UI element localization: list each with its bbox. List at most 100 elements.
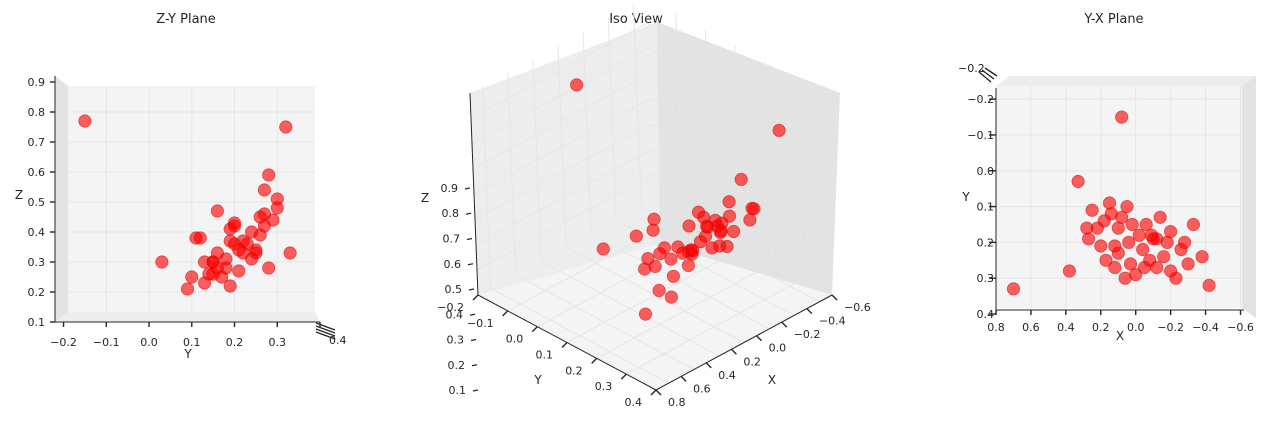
iso-z-tick-label: 0.6 [444,258,462,271]
iso-gridlines [470,4,832,384]
yx-y-tick-label: −0.2 [967,93,994,106]
yx-x-tick-label: 0.0 [1127,321,1145,334]
iso-y-axis-label: Y [533,373,542,387]
yx-x-ticks: 0.8 0.6 0.4 0.2 0.0 −0.2 −0.4 −0.6 [987,310,1254,334]
zy-side-pane [55,76,68,322]
zy-data-point [210,246,224,260]
iso-z-tick-mark [467,263,474,266]
zy-data-point [279,120,293,134]
iso-y-tick-label: 0.3 [595,380,613,393]
zy-data-point [270,201,284,215]
iso-view-panel: Iso View 0.1 0.2 0.3 0.4 0.5 0.6 0.7 0.8 0.9 −0.… [421,4,871,409]
iso-x-tick-mark [680,375,687,382]
yx-data-point [1150,260,1164,275]
yx-y-tick-label: 0.4 [977,308,995,321]
iso-z-tick-mark [472,389,479,392]
iso-data-point [676,246,690,260]
iso-x-tick-label: 0.0 [769,342,787,355]
zy-y-tick-label: 0.8 [28,106,46,119]
iso-data-point [734,172,748,186]
iso-left-wall [470,22,660,295]
iso-data-point [596,242,610,256]
iso-z-ticks: 0.1 0.2 0.3 0.4 0.5 0.6 0.7 0.8 0.9 [441,182,479,397]
yx-plane-panel: Y-X Plane 0.8 0.6 0.4 0.2 0.0 −0.2 −0.4 −0.6 −0… [958,12,1256,343]
iso-z-tick-label: 0.4 [446,308,464,321]
yx-y-ticks: −0.2 −0.1 0.0 0.1 0.2 0.3 0.4 [967,93,996,321]
yx-data-point [1132,228,1146,242]
yx-x-tick-label: 0.2 [1092,321,1110,334]
zy-x-tick-label: 0.3 [269,336,287,349]
yx-data-point [1006,282,1021,296]
iso-data-point [682,219,696,233]
iso-y-tick-label: 0.2 [565,364,583,377]
yx-data-point [1139,217,1153,232]
zy-x-tick-label: −0.2 [50,336,77,349]
iso-wall-grid [649,98,829,195]
iso-wall-grid [470,22,648,119]
yx-data-point [1115,110,1129,124]
iso-x-tick-label: 0.2 [743,355,761,368]
iso-y-tick-mark [650,389,657,396]
iso-x-tick-label: 0.8 [668,396,686,409]
zy-x-tick-label: 0.0 [140,336,158,349]
iso-data-point [664,252,678,266]
yx-data-point [1164,225,1178,239]
iso-x-tick-mark [705,362,712,369]
iso-y-tick-label: 0.1 [536,349,554,362]
zy-data-point [262,168,276,182]
zy-y-ticks: 0.1 0.2 0.3 0.4 0.5 0.6 0.7 0.8 0.9 [28,76,55,329]
zy-depth-tick-clutter [315,322,336,340]
iso-floor-grid [626,278,803,375]
iso-wall-grid [476,174,654,271]
yx-data-point [1071,174,1085,189]
yx-x-tick-label: −0.2 [1157,321,1184,334]
iso-z-axis-label: Z [421,191,429,205]
yx-y-tick-label: 0.1 [977,201,995,214]
zy-y-tick-label: 0.7 [28,136,46,149]
yx-y-axis-label: Y [961,190,970,204]
zy-data-point [223,234,237,248]
iso-y-tick-mark [472,294,479,301]
zy-data-point [78,114,92,128]
iso-z-tick-mark [469,313,476,316]
zy-y-tick-label: 0.1 [28,316,46,329]
iso-y-tick-mark [591,357,598,364]
yx-y-tick-label: 0.3 [977,272,995,285]
yx-data-point [1080,221,1094,235]
iso-z-tick-mark [468,288,475,291]
zy-z-axis-label: Z [15,188,23,202]
yx-y-tick-label: 0.0 [977,165,995,178]
iso-z-tick-mark [471,364,478,367]
yx-x-tick-label: 0.6 [1022,321,1040,334]
iso-wall-grid [650,123,830,220]
yx-data-point [1123,257,1138,271]
yx-data-point [1062,264,1077,278]
yx-data-point [1099,253,1113,267]
iso-wall-grid [648,73,828,170]
iso-z-tick-label: 0.5 [445,283,463,296]
yx-data-point [1129,267,1143,282]
iso-x-tick-mark [756,335,763,342]
zy-plane-title: Z-Y Plane [156,12,216,27]
iso-data-point [743,213,757,227]
iso-x-tick-label: 0.4 [718,369,736,382]
zy-x-tick-label: 0.2 [226,336,244,349]
yx-data-point [1144,228,1159,242]
yx-data-point [1178,235,1192,249]
iso-x-tick-label: −0.4 [819,315,846,328]
yx-data-point [1157,250,1171,264]
iso-z-tick-label: 0.3 [447,334,465,347]
yx-data-point [1097,214,1111,228]
zy-data-point [155,255,169,269]
zy-x-tick-label: 0.1 [183,336,201,349]
zy-y-tick-label: 0.9 [28,76,46,89]
yx-top-pane [996,76,1256,86]
zy-x-axis-label: Y [183,347,192,361]
yx-data-point [1102,196,1117,210]
iso-y-tick-label: 0.4 [625,396,643,409]
zy-data-point [202,267,216,281]
zy-points [78,114,297,296]
iso-data-point [569,78,584,92]
iso-data-point [720,239,734,254]
